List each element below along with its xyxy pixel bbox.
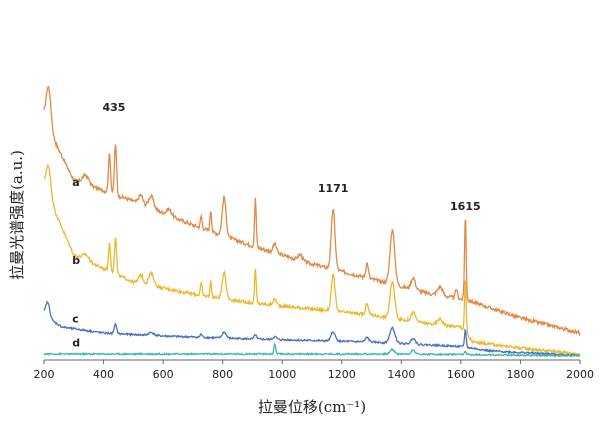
x-axis-ticks: 200 400 600 800 1000 1200 1400 1600 1800 2000 bbox=[34, 360, 594, 381]
series-line-d bbox=[43, 342, 581, 358]
series-label-d: d bbox=[72, 337, 80, 350]
peak-label: 1171 bbox=[318, 182, 349, 195]
series-line-a bbox=[43, 85, 581, 337]
x-tick-label: 1200 bbox=[328, 368, 356, 381]
x-tick-label: 1400 bbox=[387, 368, 415, 381]
series-label-b: b bbox=[72, 254, 80, 267]
x-tick-label: 1600 bbox=[447, 368, 475, 381]
x-tick-label: 400 bbox=[93, 368, 114, 381]
peak-label: 1615 bbox=[450, 200, 481, 213]
series-line-c bbox=[43, 299, 581, 358]
series-label-a: a bbox=[72, 176, 79, 189]
x-tick-label: 2000 bbox=[566, 368, 594, 381]
x-tick-label: 800 bbox=[212, 368, 233, 381]
series-layer bbox=[43, 85, 581, 358]
peak-label: 435 bbox=[102, 101, 125, 114]
labels-layer: a b cd 435 1171 1615 bbox=[72, 101, 480, 350]
x-axis-title: 拉曼位移(cm⁻¹) bbox=[258, 398, 366, 416]
y-axis-title: 拉曼光谱强度(a.u.) bbox=[8, 150, 26, 280]
x-tick-label: 1000 bbox=[268, 368, 296, 381]
series-line-b bbox=[43, 164, 581, 357]
x-tick-label: 1800 bbox=[506, 368, 534, 381]
x-tick-label: 600 bbox=[153, 368, 174, 381]
x-tick-label: 200 bbox=[34, 368, 55, 381]
series-label-c: c bbox=[72, 313, 79, 326]
